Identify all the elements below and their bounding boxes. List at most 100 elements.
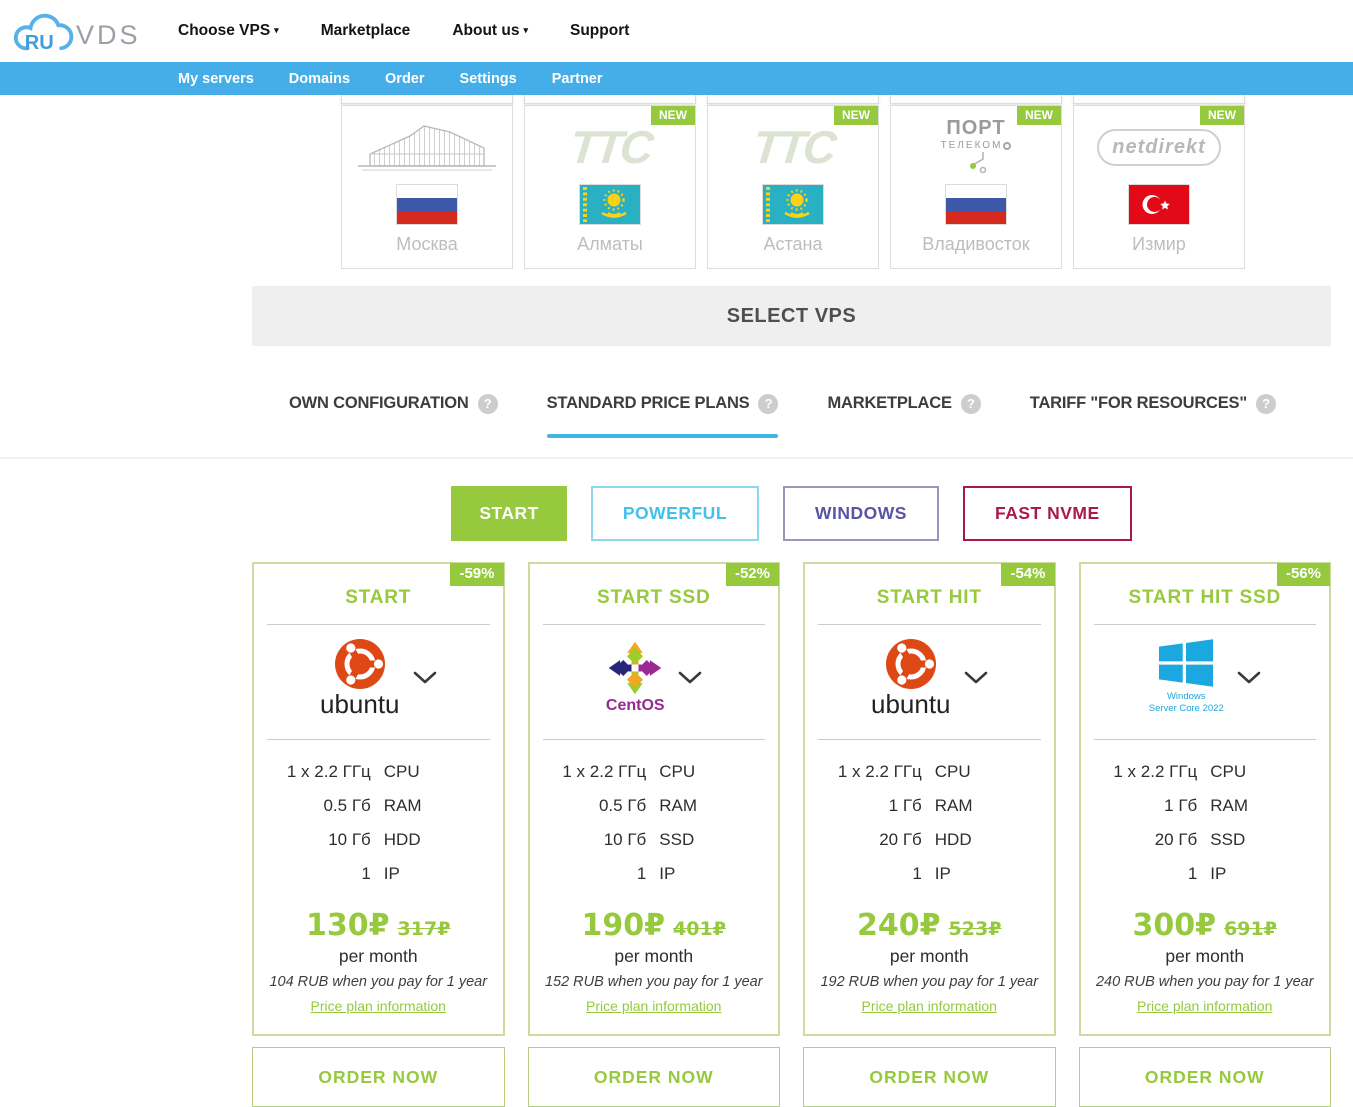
tab-own-configuration[interactable]: OWN CONFIGURATION ? — [289, 393, 498, 414]
ttc-logo: TTC — [567, 121, 653, 173]
price-plan-info-link[interactable]: Price plan information — [861, 998, 997, 1014]
nav-choose-vps[interactable]: Choose VPS ▾ — [178, 22, 279, 39]
datacenter-card-almaty[interactable]: NEW TTC Алматы — [524, 105, 696, 269]
plan-price: 130₽ — [306, 908, 390, 943]
price-plan-info-link[interactable]: Price plan information — [310, 998, 446, 1014]
help-icon[interactable]: ? — [1256, 393, 1276, 414]
datacenter-card-astana[interactable]: NEW TTC Астана — [707, 105, 879, 269]
filter-start-button[interactable]: START — [451, 486, 567, 541]
chevron-down-icon[interactable] — [1237, 671, 1261, 684]
tab-tariff-for-resources[interactable]: TARIFF "FOR RESOURCES" ? — [1030, 393, 1276, 414]
datacenter-card-izmir[interactable]: NEW netdirekt Измир — [1073, 105, 1245, 269]
datacenter-city-label: Владивосток — [922, 234, 1030, 254]
plan-card-start-ssd: -52% START SSD — [527, 562, 780, 1036]
tab-marketplace[interactable]: MARKETPLACE ? — [827, 393, 981, 414]
subnav-my-servers[interactable]: My servers — [178, 70, 254, 87]
order-buttons-row: ORDER NOW ORDER NOW ORDER NOW ORDER NOW — [252, 1047, 1331, 1107]
select-vps-banner: SELECT VPS — [252, 286, 1331, 346]
centos-logo-icon — [608, 641, 662, 695]
subnav-order[interactable]: Order — [385, 70, 425, 87]
plan-cards: -59% START — [252, 562, 1331, 1036]
plan-card-start: -59% START — [252, 562, 505, 1036]
order-now-button-start[interactable]: ORDER NOW — [252, 1047, 505, 1107]
plan-filters: START POWERFUL WINDOWS FAST NVME — [252, 486, 1331, 541]
plan-old-price: 523₽ — [948, 918, 1002, 940]
price-plan-info-link[interactable]: Price plan information — [1137, 998, 1273, 1014]
per-month-label: per month — [889, 946, 969, 966]
annual-price-note: 104 RUB when you pay for 1 year — [269, 974, 488, 990]
spec-list: 1 x 2.2 ГГц CPU 1 Гб RAM 20 Гб HDD 1 IP — [837, 762, 973, 883]
ubuntu-logo-icon — [885, 638, 936, 689]
help-icon[interactable]: ? — [960, 393, 981, 414]
os-selector[interactable]: ubuntu — [805, 625, 1054, 724]
new-badge: NEW — [1200, 106, 1244, 125]
chevron-down-icon[interactable] — [413, 671, 437, 684]
os-name: CentOS — [605, 697, 665, 714]
plan-price: 190₽ — [581, 908, 666, 943]
filter-windows-button[interactable]: WINDOWS — [783, 486, 939, 541]
subnav-settings[interactable]: Settings — [459, 70, 517, 87]
plan-title: START HIT SSD — [1128, 587, 1282, 608]
nav-marketplace[interactable]: Marketplace — [320, 22, 411, 39]
datacenter-card-moscow[interactable]: Москва — [341, 105, 513, 269]
datacenter-card-vladivostok[interactable]: NEW ПОРТ телеком Владивосток — [890, 105, 1062, 269]
plan-price: 240₽ — [857, 908, 941, 943]
per-month-label: per month — [614, 946, 694, 966]
order-now-button-start-hit-ssd[interactable]: ORDER NOW — [1078, 1047, 1331, 1107]
plan-card-start-hit: -54% START HIT — [803, 562, 1056, 1036]
nav-support[interactable]: Support — [570, 22, 630, 39]
clipped-card-remnant — [524, 95, 696, 104]
new-badge: NEW — [1017, 106, 1061, 125]
logo-vds-text: VDS — [76, 19, 141, 50]
ruvds-logo[interactable]: RU VDS — [0, 8, 178, 54]
logo-ru-text: RU — [25, 32, 54, 54]
help-icon[interactable]: ? — [758, 393, 779, 414]
flag-russia-icon — [945, 184, 1007, 225]
os-selector[interactable]: CentOS — [530, 625, 779, 724]
discount-badge: -59% — [450, 563, 504, 586]
section-divider — [0, 457, 1353, 459]
datacenter-city-label: Алматы — [577, 234, 643, 254]
port-telecom-logo: ПОРТ телеком — [941, 118, 1012, 175]
tab-standard-price-plans[interactable]: STANDARD PRICE PLANS ? — [546, 393, 779, 438]
clipped-card-remnant — [707, 95, 879, 104]
order-now-button-start-hit[interactable]: ORDER NOW — [803, 1047, 1056, 1107]
filter-fast-nvme-button[interactable]: FAST NVME — [962, 486, 1132, 541]
annual-price-note: 240 RUB when you pay for 1 year — [1095, 974, 1314, 990]
cloud-logo-icon: RU — [13, 13, 74, 54]
spec-list: 1 x 2.2 ГГц CPU 0.5 Гб RAM 10 Гб HDD 1 IP — [286, 762, 422, 883]
new-badge: NEW — [651, 106, 695, 125]
plan-tabs: OWN CONFIGURATION ? STANDARD PRICE PLANS… — [289, 387, 1353, 438]
os-name: Windows Server Core 2022 — [1148, 690, 1224, 714]
plan-title: START HIT — [876, 587, 982, 608]
subnav-domains[interactable]: Domains — [288, 70, 351, 87]
clipped-card-remnant — [890, 95, 1062, 104]
spec-list: 1 x 2.2 ГГц CPU 1 Гб RAM 20 Гб SSD 1 IP — [1113, 762, 1249, 883]
discount-badge: -54% — [1001, 563, 1055, 586]
filter-powerful-button[interactable]: POWERFUL — [590, 486, 760, 541]
discount-badge: -52% — [725, 563, 779, 586]
os-selector[interactable]: ubuntu — [254, 625, 503, 724]
discount-badge: -56% — [1276, 563, 1330, 586]
datacenter-city-label: Измир — [1132, 234, 1186, 254]
help-icon[interactable]: ? — [477, 393, 498, 414]
chevron-down-icon[interactable] — [964, 671, 988, 684]
flag-turkey-icon — [1128, 184, 1190, 225]
caret-down-icon: ▾ — [274, 25, 279, 35]
plan-old-price: 401₽ — [673, 918, 726, 940]
price-plan-info-link[interactable]: Price plan information — [586, 998, 722, 1014]
os-selector[interactable]: Windows Server Core 2022 — [1081, 625, 1330, 724]
plan-title: START SSD — [597, 587, 711, 608]
moscow-building-icon — [352, 119, 502, 175]
caret-down-icon: ▾ — [523, 25, 528, 35]
nav-about-us[interactable]: About us ▾ — [452, 22, 528, 39]
annual-price-note: 152 RUB when you pay for 1 year — [544, 974, 763, 990]
clipped-cards-strip — [341, 95, 1353, 104]
plan-old-price: 317₽ — [397, 918, 451, 940]
chevron-down-icon[interactable] — [678, 671, 702, 684]
datacenter-city-label: Астана — [763, 234, 823, 254]
subnav-partner[interactable]: Partner — [551, 70, 603, 87]
order-now-button-start-ssd[interactable]: ORDER NOW — [527, 1047, 780, 1107]
clipped-card-remnant — [1073, 95, 1245, 104]
spec-list: 1 x 2.2 ГГц CPU 0.5 Гб RAM 10 Гб SSD 1 IP — [562, 762, 698, 883]
